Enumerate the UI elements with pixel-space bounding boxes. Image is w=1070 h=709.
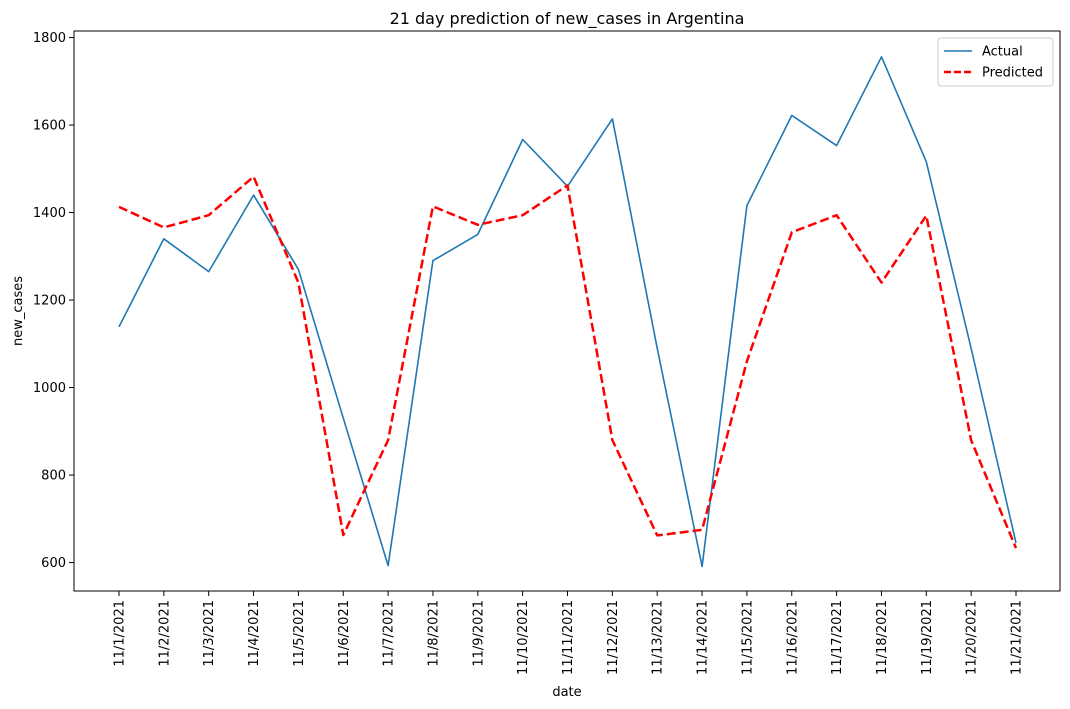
x-axis: 11/1/2021 11/2/2021 11/3/2021 11/4/2021 11/5…: [113, 591, 1025, 675]
y-tick-label: 1000: [33, 381, 66, 396]
x-tick-label: 11/2/2021: [157, 600, 172, 667]
x-tick-label: 11/10/2021: [516, 600, 531, 675]
y-tick-label: 1600: [33, 119, 66, 134]
x-tick-label: 11/13/2021: [651, 600, 666, 675]
y-tick-label: 800: [41, 469, 66, 484]
x-tick-label: 11/12/2021: [606, 600, 621, 675]
y-tick-label: 1400: [33, 206, 66, 221]
x-tick-label: 11/14/2021: [696, 600, 711, 675]
legend-box: [937, 37, 1054, 87]
series-line-predicted: [118, 175, 1018, 549]
x-tick-label: 11/9/2021: [471, 600, 486, 667]
legend: Actual Predicted: [937, 37, 1054, 87]
series-line-actual: [118, 55, 1017, 568]
chart-title: 21 day prediction of new_cases in Argent…: [390, 9, 745, 29]
y-tick-label: 1800: [33, 31, 66, 46]
x-axis-label: date: [552, 685, 581, 700]
x-tick-label: 11/4/2021: [247, 600, 262, 667]
x-tick-label: 11/11/2021: [561, 600, 576, 675]
y-tick-label: 1200: [33, 294, 66, 309]
x-tick-label: 11/8/2021: [426, 600, 441, 667]
x-tick-label: 11/1/2021: [113, 600, 128, 667]
x-tick-label: 11/18/2021: [875, 600, 890, 675]
x-tick-label: 11/3/2021: [202, 600, 217, 667]
x-tick-label: 11/16/2021: [785, 600, 800, 675]
x-tick-label: 11/20/2021: [965, 600, 980, 675]
plot-frame: [73, 30, 1061, 592]
x-tick-label: 11/19/2021: [920, 600, 935, 675]
x-tick-label: 11/15/2021: [740, 600, 755, 675]
x-tick-label: 11/21/2021: [1010, 600, 1025, 675]
x-tick-label: 11/5/2021: [292, 600, 307, 667]
legend-label-actual: Actual: [982, 45, 1023, 60]
y-tick-label: 600: [41, 556, 66, 571]
y-axis-label: new_cases: [11, 276, 26, 346]
y-axis: 600 800 1000 1200 1400 1600 1800: [33, 31, 74, 571]
series-lines: [118, 55, 1018, 568]
x-tick-label: 11/17/2021: [830, 600, 845, 675]
x-tick-label: 11/7/2021: [382, 600, 397, 667]
legend-label-predicted: Predicted: [982, 66, 1043, 81]
x-tick-label: 11/6/2021: [337, 600, 352, 667]
